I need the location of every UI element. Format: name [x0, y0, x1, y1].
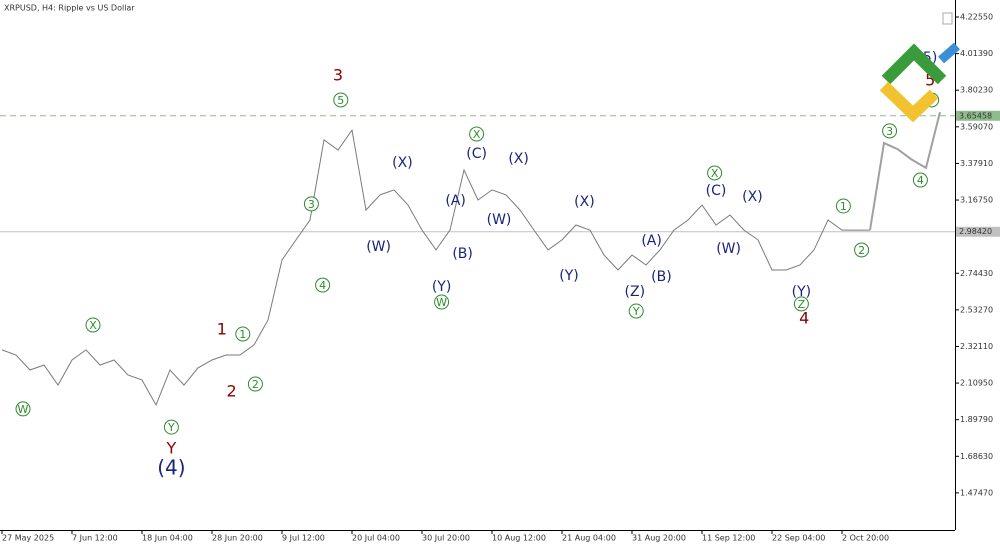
wave-label: (X) [508, 151, 529, 167]
x-tick-label: 18 Jun 04:00 [142, 534, 193, 543]
wave-label: (Z) [625, 284, 646, 300]
wave-label: (X) [574, 194, 595, 210]
wave-label: 2 [227, 381, 237, 400]
x-tick-label: 11 Sep 12:00 [702, 534, 755, 543]
wave-label: 3 [308, 198, 315, 211]
y-tick-label: 1.68630 [960, 452, 993, 461]
wave-label: W [18, 403, 29, 416]
y-tick-label: 4.01390 [960, 49, 993, 58]
x-tick-label: 7 Jun 12:00 [72, 534, 118, 543]
wave-label: (4) [157, 456, 185, 480]
wave-label: (X) [392, 155, 413, 171]
wave-circle [163, 419, 179, 435]
projection-line [869, 111, 941, 231]
x-tick-label: 31 Aug 20:00 [632, 534, 686, 543]
wave-label: (B) [452, 246, 473, 262]
x-tick-label: 22 Sep 04:00 [772, 534, 825, 543]
wave-circle [835, 198, 851, 214]
wave-label: (C) [706, 183, 727, 199]
price-level-box [956, 226, 1000, 237]
wave-circle [469, 126, 485, 142]
wave-label: (B) [651, 269, 672, 285]
wave-label: X [89, 319, 97, 332]
y-tick-label: 2.74430 [960, 269, 993, 278]
price-line [1, 128, 870, 407]
wave-circle [303, 196, 319, 212]
wave-label: 3 [886, 125, 893, 138]
wave-label: (A) [445, 193, 466, 209]
wave-label: (Y) [559, 268, 578, 284]
logo-yellow [879, 81, 939, 123]
wave-label: (W) [487, 212, 512, 228]
wave-label: 4 [319, 279, 326, 292]
y-tick-label: 3.37910 [960, 159, 993, 168]
y-tick-label: 2.32110 [960, 342, 993, 351]
wave-label: (A) [641, 233, 662, 249]
y-tick-label: 4.22550 [960, 13, 993, 22]
wave-label: 1 [840, 200, 847, 213]
x-tick-label: 21 Aug 04:00 [562, 534, 616, 543]
wave-circle [707, 165, 723, 181]
logo [879, 42, 960, 123]
y-tick-label: 3.16750 [960, 196, 993, 205]
wave-label: 4 [799, 308, 809, 327]
wave-label: 2 [252, 378, 259, 391]
wave-label: 3 [333, 66, 343, 85]
x-tick-label: 2 Oct 20:00 [842, 534, 889, 543]
y-tick-label: 2.10950 [960, 379, 993, 388]
wave-circle [854, 242, 870, 258]
y-tick-label: 1.89790 [960, 415, 993, 424]
wave-label: 1 [239, 328, 246, 341]
wave-label: X [711, 167, 719, 180]
wave-circle [882, 123, 898, 139]
x-tick-label: 20 Jul 04:00 [352, 534, 400, 543]
x-tick-label: 28 Jun 20:00 [212, 534, 263, 543]
wave-circle [793, 296, 809, 312]
wave-label: 5 [925, 71, 935, 90]
wave-circle [247, 376, 263, 392]
chart-title: XRPUSD, H4: Ripple vs US Dollar [4, 4, 135, 13]
wave-label: X [473, 128, 481, 141]
wave-label: (W) [366, 239, 391, 255]
wave-circle [315, 277, 331, 293]
wave-circle [235, 326, 251, 342]
y-tick-label: 3.80230 [960, 86, 993, 95]
y-tick-label: 3.59070 [960, 122, 993, 131]
wave-circle [15, 401, 31, 417]
wave-circle [434, 294, 450, 310]
price-level-box [956, 110, 1000, 121]
wave-label: 5 [337, 94, 344, 107]
y-tick-label: 1.47470 [960, 488, 993, 497]
price-level-label: 2.98420 [959, 227, 992, 236]
x-tick-label: 10 Aug 12:00 [492, 534, 546, 543]
trade-button[interactable] [942, 12, 953, 25]
wave-circle [912, 172, 928, 188]
wave-label: (X) [742, 189, 763, 205]
price-level-label: 3.65458 [959, 111, 992, 120]
wave-label: (C) [466, 146, 487, 162]
x-tick-label: 30 Jul 20:00 [422, 534, 470, 543]
wave-label: Y [632, 305, 640, 318]
y-tick-label: 2.53270 [960, 305, 993, 314]
logo-green [881, 43, 947, 85]
wave-label: Z [798, 298, 806, 311]
wave-circle [333, 92, 349, 108]
wave-circle [628, 303, 644, 319]
wave-label: Y [166, 439, 177, 458]
wave-label: 2 [858, 244, 865, 257]
wave-label: 4 [917, 174, 924, 187]
wave-label: 1 [217, 320, 227, 339]
wave-label: (Y) [432, 279, 451, 295]
wave-label: Y [167, 421, 175, 434]
wave-circle [85, 317, 101, 333]
logo-blue [938, 42, 960, 64]
wave-label: W [436, 296, 447, 309]
x-tick-label: 9 Jul 12:00 [282, 534, 325, 543]
wave-label: (Y) [792, 284, 811, 300]
wave-label: (W) [716, 241, 741, 257]
x-tick-label: 27 May 2025 [2, 534, 54, 543]
